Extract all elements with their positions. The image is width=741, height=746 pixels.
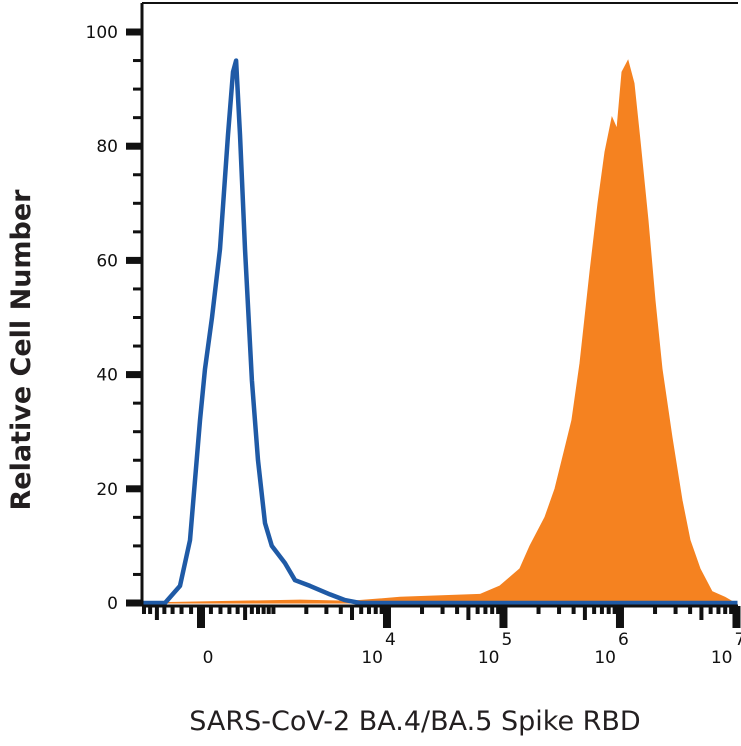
- series-filled-histogram: [142, 59, 736, 604]
- x-minor-tick: [227, 606, 232, 614]
- y-minor-tick: [133, 572, 142, 576]
- y-tick-label: 0: [107, 594, 118, 614]
- y-minor-tick: [133, 287, 142, 291]
- x-minor-tick: [653, 606, 658, 614]
- x-minor-tick: [271, 606, 276, 614]
- y-tick-label: 20: [96, 480, 118, 500]
- x-minor-tick: [189, 606, 194, 614]
- x-minor-tick: [266, 606, 271, 614]
- x-tick-exponent: 5: [501, 630, 512, 650]
- x-minor-tick: [141, 606, 146, 614]
- y-major-tick: [126, 371, 142, 379]
- y-tick-label: 60: [96, 251, 118, 271]
- x-minor-tick: [729, 606, 734, 614]
- x-major-tick: [499, 606, 508, 628]
- x-minor-tick: [338, 606, 343, 614]
- x-minor-tick: [483, 606, 488, 614]
- x-minor-tick: [496, 606, 501, 614]
- x-minor-tick: [243, 606, 248, 620]
- x-minor-tick: [379, 606, 384, 614]
- x-minor-tick: [148, 606, 153, 614]
- x-minor-tick: [466, 606, 471, 620]
- y-minor-tick: [133, 515, 142, 519]
- x-minor-tick: [208, 606, 213, 614]
- y-major-tick: [126, 599, 142, 607]
- x-minor-tick: [359, 606, 364, 614]
- x-axis-title: SARS-CoV-2 BA.4/BA.5 Spike RBD: [189, 706, 640, 737]
- x-minor-tick: [154, 606, 159, 620]
- x-tick-label: 10: [478, 648, 500, 668]
- y-minor-tick: [133, 458, 142, 462]
- x-minor-tick: [673, 606, 678, 614]
- y-major-tick: [126, 28, 142, 36]
- x-minor-tick: [455, 606, 460, 614]
- x-minor-tick: [261, 606, 266, 614]
- x-tick-exponent: 4: [385, 630, 396, 650]
- x-minor-tick: [249, 606, 254, 614]
- x-minor-tick: [557, 606, 562, 614]
- x-major-tick: [732, 606, 741, 628]
- x-minor-tick: [708, 606, 713, 614]
- x-minor-tick: [571, 606, 576, 614]
- x-major-tick: [615, 606, 624, 628]
- x-minor-tick: [324, 606, 329, 614]
- y-minor-tick: [133, 430, 142, 434]
- x-tick-exponent: 6: [618, 630, 629, 650]
- x-minor-tick: [235, 606, 240, 614]
- x-minor-tick: [699, 606, 704, 620]
- y-minor-tick: [133, 59, 142, 63]
- x-minor-tick: [582, 606, 587, 620]
- x-tick-label: 10: [361, 648, 383, 668]
- y-minor-tick: [133, 87, 142, 91]
- x-minor-tick: [475, 606, 480, 614]
- y-minor-tick: [133, 173, 142, 177]
- x-tick-exponent: 7: [734, 630, 741, 650]
- y-minor-tick: [133, 401, 142, 405]
- y-major-tick: [126, 142, 142, 150]
- x-minor-tick: [350, 606, 355, 620]
- x-major-tick: [382, 606, 391, 628]
- y-major-tick: [126, 256, 142, 264]
- x-minor-tick: [366, 606, 371, 614]
- x-tick-label: 0: [203, 648, 214, 668]
- y-major-tick: [126, 485, 142, 493]
- x-minor-tick: [440, 606, 445, 614]
- x-minor-tick: [688, 606, 693, 614]
- x-minor-tick: [606, 606, 611, 614]
- y-minor-tick: [133, 201, 142, 205]
- x-tick-label: 10: [711, 648, 733, 668]
- x-minor-tick: [490, 606, 495, 614]
- y-minor-tick: [133, 544, 142, 548]
- x-minor-tick: [716, 606, 721, 614]
- x-minor-tick: [420, 606, 425, 614]
- x-minor-tick: [592, 606, 597, 614]
- x-minor-tick: [304, 606, 309, 614]
- x-minor-tick: [179, 606, 184, 614]
- x-major-tick: [197, 606, 205, 628]
- x-minor-tick: [162, 606, 167, 614]
- x-tick-label: 10: [594, 648, 616, 668]
- y-axis-title: Relative Cell Number: [6, 189, 37, 511]
- y-minor-tick: [133, 344, 142, 348]
- x-minor-tick: [373, 606, 378, 614]
- x-minor-tick: [599, 606, 604, 614]
- y-minor-tick: [133, 316, 142, 319]
- y-tick-label: 100: [86, 23, 118, 43]
- y-minor-tick: [133, 116, 142, 120]
- x-minor-tick: [170, 606, 175, 614]
- series-line-histogram: [142, 58, 738, 606]
- y-minor-tick: [133, 230, 142, 234]
- x-minor-tick: [536, 606, 541, 614]
- x-minor-tick: [612, 606, 617, 614]
- x-minor-tick: [256, 606, 261, 614]
- y-tick-label: 80: [96, 137, 118, 157]
- series-layer: [142, 58, 738, 606]
- y-tick-label: 40: [96, 366, 118, 386]
- x-minor-tick: [723, 606, 728, 614]
- x-minor-tick: [218, 606, 223, 614]
